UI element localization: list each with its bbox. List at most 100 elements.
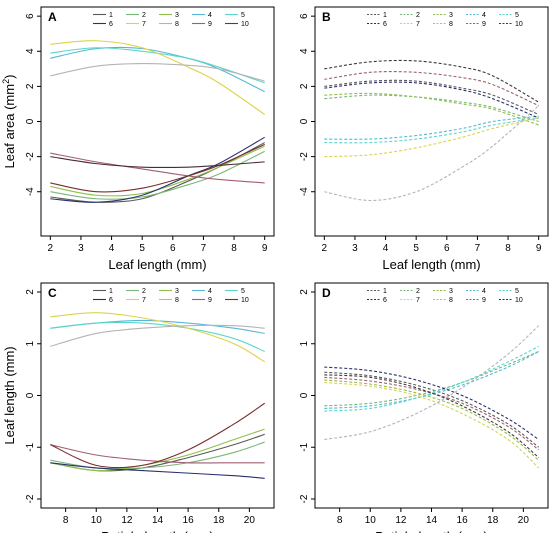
series-line-8 (50, 63, 265, 82)
legend-label: 6 (383, 297, 387, 304)
series-line-6 (50, 462, 265, 479)
legend-label: 4 (482, 288, 486, 295)
x-tick-label: 5 (139, 243, 145, 254)
x-tick-label: 2 (322, 243, 328, 254)
y-tick-label: 0 (299, 392, 310, 398)
x-tick-label: 16 (183, 515, 195, 526)
x-tick-label: 4 (383, 243, 389, 254)
series-line-5 (50, 47, 265, 84)
panel-b: 2 3 4 5 6 7 8 9 -4 -2 0 2 4 6 Leaf length (mm) B 1 2 3 4 5 6 7… (299, 6, 549, 272)
legend-label: 5 (515, 12, 519, 19)
y-tick-label: 4 (25, 48, 36, 54)
legend-label: 9 (482, 297, 486, 304)
y-axis-label: Leaf area (mm2) (1, 75, 17, 169)
y-tick-label: 2 (25, 289, 36, 295)
legend-label: 10 (241, 297, 249, 304)
x-tick-label: 3 (352, 243, 358, 254)
y-tick-label: 6 (299, 13, 310, 19)
legend-label: 10 (515, 297, 523, 304)
x-tick-label: 6 (170, 243, 176, 254)
series-line-10 (50, 402, 265, 469)
y-tick-label: 2 (299, 289, 310, 295)
y-tick-label: -1 (299, 442, 310, 451)
legend: 1 2 3 4 5 6 7 8 9 10 (93, 12, 249, 28)
legend-label: 8 (175, 297, 179, 304)
legend-label: 1 (109, 12, 113, 19)
x-tick-label: 14 (426, 515, 438, 526)
series-line-3 (324, 92, 539, 126)
x-tick-label: 8 (63, 515, 69, 526)
series-line-9 (50, 444, 265, 464)
y-tick-label: 2 (25, 83, 36, 89)
legend-label: 4 (208, 288, 212, 295)
x-tick-label: 18 (487, 515, 499, 526)
legend-label: 6 (109, 21, 113, 28)
series-line-5 (324, 117, 539, 144)
legend-label: 2 (142, 288, 146, 295)
y-tick-label: -2 (299, 152, 310, 161)
y-tick-label: -4 (25, 187, 36, 196)
x-axis-label: Petiole length (mm) (375, 529, 488, 533)
series-line-2 (50, 150, 265, 200)
series-line-9 (324, 71, 539, 107)
y-tick-label: 1 (299, 341, 310, 347)
x-tick-label: 16 (457, 515, 469, 526)
series-line-5 (324, 345, 539, 412)
series-line-9 (50, 152, 265, 184)
legend-label: 3 (449, 12, 453, 19)
series-line-3 (324, 379, 540, 461)
legend-label: 3 (175, 288, 179, 295)
series-line-10 (324, 59, 539, 103)
y-tick-label: 4 (299, 48, 310, 54)
x-axis-label: Petiole length (mm) (101, 529, 214, 533)
legend-label: 7 (142, 21, 146, 28)
legend-label: 5 (241, 12, 245, 19)
x-tick-label: 3 (78, 243, 84, 254)
series-line-6 (50, 136, 265, 203)
legend-label: 7 (416, 297, 420, 304)
series-line-9 (324, 376, 540, 451)
legend-label: 3 (175, 12, 179, 19)
legend: 1 2 3 4 5 6 7 8 9 10 (93, 288, 249, 304)
y-axis-label-main: Leaf area (mm (2, 84, 17, 169)
legend-label: 8 (175, 21, 179, 28)
y-axis-label-close: ) (2, 75, 17, 79)
y-tick-label: 2 (299, 83, 310, 89)
plot-frame (314, 282, 549, 509)
series-line-6 (324, 366, 539, 440)
legend: 1 2 3 4 5 6 7 8 9 10 (367, 12, 523, 28)
series-line-7 (50, 312, 265, 363)
x-tick-label: 12 (395, 515, 407, 526)
y-tick-label: -1 (25, 442, 36, 451)
series-group (50, 312, 265, 479)
y-tick-label: 0 (25, 118, 36, 124)
series-line-8 (50, 324, 265, 347)
legend-label: 5 (515, 288, 519, 295)
x-tick-label: 4 (109, 243, 115, 254)
panel-label: B (322, 10, 331, 24)
x-axis-label: Leaf length (mm) (108, 257, 206, 272)
x-tick-label: 7 (201, 243, 207, 254)
legend-label: 3 (449, 288, 453, 295)
series-line-1 (324, 79, 539, 115)
legend-label: 6 (109, 297, 113, 304)
series-line-8 (324, 105, 540, 202)
y-axis-label: Leaf length (mm) (2, 346, 17, 444)
x-tick-label: 8 (231, 243, 237, 254)
legend-label: 6 (383, 21, 387, 28)
legend-label: 7 (142, 297, 146, 304)
legend-label: 1 (383, 12, 387, 19)
series-line-10 (50, 143, 265, 193)
legend-label: 10 (515, 21, 523, 28)
series-line-10 (324, 374, 540, 459)
y-tick-label: 6 (25, 13, 36, 19)
series-line-5 (50, 321, 265, 353)
series-line-4 (50, 46, 265, 93)
series-line-3 (50, 428, 265, 472)
series-group (324, 59, 540, 202)
y-tick-label: 0 (299, 118, 310, 124)
x-tick-label: 10 (91, 515, 103, 526)
series-line-extra (50, 156, 265, 169)
